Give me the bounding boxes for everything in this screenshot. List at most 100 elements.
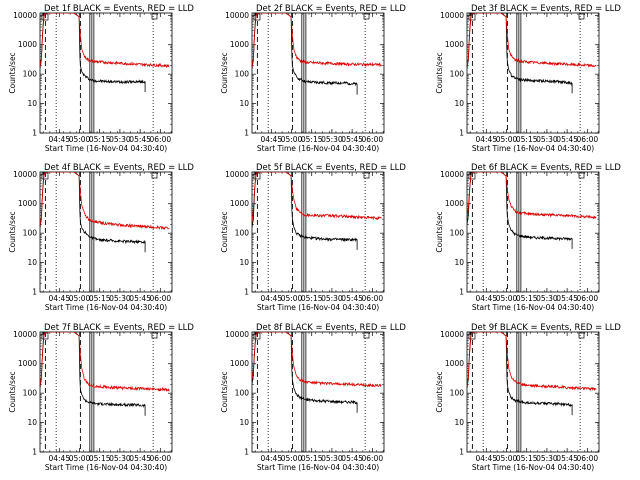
y-tick-label: 100 [23,389,38,398]
x-tick-label: 05:00 [496,135,518,144]
y-tick-label: 1000 [230,40,249,49]
y-tick-label: 1000 [230,359,249,368]
y-tick-label: 100 [450,70,465,79]
x-tick-label: 04:45 [260,454,282,463]
x-tick-label: 06:00 [150,135,172,144]
x-tick-label: 06:00 [150,454,172,463]
chart-panel-det-4: Det 4f BLACK = Events, RED = LLD 1 10 100 10… [8,163,194,312]
y-tick-label: 10 [454,418,464,427]
chart-panel-det-8: Det 8f BLACK = Events, RED = LLD 1 10 100 10… [220,323,406,472]
plot-frame [251,331,385,453]
x-tick-label: 05:45 [341,135,363,144]
plot-frame [251,171,385,293]
y-tick-label: 1000 [18,40,37,49]
series-line-events [252,332,358,413]
y-tick-label: 10000 [440,330,464,339]
x-tick-label: 05:45 [129,135,151,144]
x-tick-label: 04:45 [48,135,70,144]
y-tick-label: 100 [235,229,250,238]
panel-title: Det 3f BLACK = Events, RED = LLD [471,4,621,14]
y-tick-label: 1000 [18,359,37,368]
corner-marker [363,172,370,179]
x-axis-label: Start Time (16-Nov-04 04:30:40) [45,144,167,153]
series-line-events [40,332,146,416]
chart-panel-det-3: Det 3f BLACK = Events, RED = LLD 1 10 100 10… [435,4,621,153]
y-tick-label: 100 [23,70,38,79]
panel-title: Det 5f BLACK = Events, RED = LLD [256,163,406,173]
y-tick-label: 1 [459,129,464,138]
x-tick-label: 05:30 [109,454,131,463]
x-axis-label: Start Time (16-Nov-04 04:30:40) [472,144,594,153]
y-tick-label: 1000 [445,199,464,208]
y-tick-label: 1 [459,288,464,297]
x-tick-label: 06:00 [150,294,172,303]
y-tick-label: 10000 [440,170,464,179]
plot-frame [466,331,600,453]
y-tick-label: 10000 [440,11,464,20]
series-line-lld [467,172,597,220]
x-tick-label: 05:45 [341,294,363,303]
x-tick-label: 05:00 [281,294,303,303]
x-tick-label: 05:15 [89,135,111,144]
y-tick-label: 1 [32,448,37,457]
corner-marker [151,332,158,339]
y-tick-label: 10000 [13,170,37,179]
series-line-events [467,172,573,249]
x-tick-label: 05:30 [321,454,343,463]
x-tick-label: 05:15 [89,294,111,303]
x-axis-label: Start Time (16-Nov-04 04:30:40) [472,463,594,472]
x-tick-label: 05:45 [341,454,363,463]
y-tick-label: 100 [23,229,38,238]
y-tick-label: 10000 [225,170,249,179]
x-tick-label: 05:00 [69,294,91,303]
y-axis-label: Counts/sec [435,52,444,93]
series-line-events [40,13,146,92]
series-line-lld [40,13,170,69]
x-tick-label: 05:15 [301,294,323,303]
x-tick-label: 05:15 [516,135,538,144]
x-tick-label: 04:45 [260,294,282,303]
y-tick-label: 100 [450,229,465,238]
x-tick-label: 05:45 [129,454,151,463]
plot-frame [466,171,600,293]
y-tick-label: 1 [32,129,37,138]
x-tick-label: 05:45 [129,294,151,303]
y-axis-label: Counts/sec [435,371,444,412]
y-tick-label: 10000 [13,330,37,339]
y-tick-label: 10 [239,258,249,267]
x-axis-label: Start Time (16-Nov-04 04:30:40) [257,303,379,312]
x-tick-label: 05:45 [556,454,578,463]
x-tick-label: 05:15 [89,454,111,463]
series-line-lld [467,332,597,392]
x-tick-label: 06:00 [577,135,599,144]
y-tick-label: 1 [459,448,464,457]
x-axis-label: Start Time (16-Nov-04 04:30:40) [257,463,379,472]
y-axis-label: Counts/sec [220,371,229,412]
y-axis-label: Counts/sec [220,52,229,93]
y-axis-label: Counts/sec [8,371,17,412]
corner-marker [578,172,585,179]
y-tick-label: 1 [244,288,249,297]
y-axis-label: Counts/sec [435,211,444,252]
x-tick-label: 05:45 [556,135,578,144]
x-tick-label: 05:30 [536,294,558,303]
series-line-lld [252,13,382,68]
x-tick-label: 04:45 [475,294,497,303]
y-axis-label: Counts/sec [8,52,17,93]
x-axis-label: Start Time (16-Nov-04 04:30:40) [257,144,379,153]
y-axis-label: Counts/sec [8,211,17,252]
x-tick-label: 06:00 [362,135,384,144]
x-axis-label: Start Time (16-Nov-04 04:30:40) [45,463,167,472]
x-tick-label: 05:15 [516,294,538,303]
series-line-lld [40,332,170,393]
x-axis-label: Start Time (16-Nov-04 04:30:40) [45,303,167,312]
x-tick-label: 06:00 [362,294,384,303]
x-tick-label: 05:30 [536,135,558,144]
y-axis-label: Counts/sec [220,211,229,252]
y-tick-label: 10000 [225,330,249,339]
panel-title: Det 8f BLACK = Events, RED = LLD [256,323,406,333]
y-tick-label: 100 [450,389,465,398]
series-line-events [252,13,358,95]
plot-frame [39,331,173,453]
